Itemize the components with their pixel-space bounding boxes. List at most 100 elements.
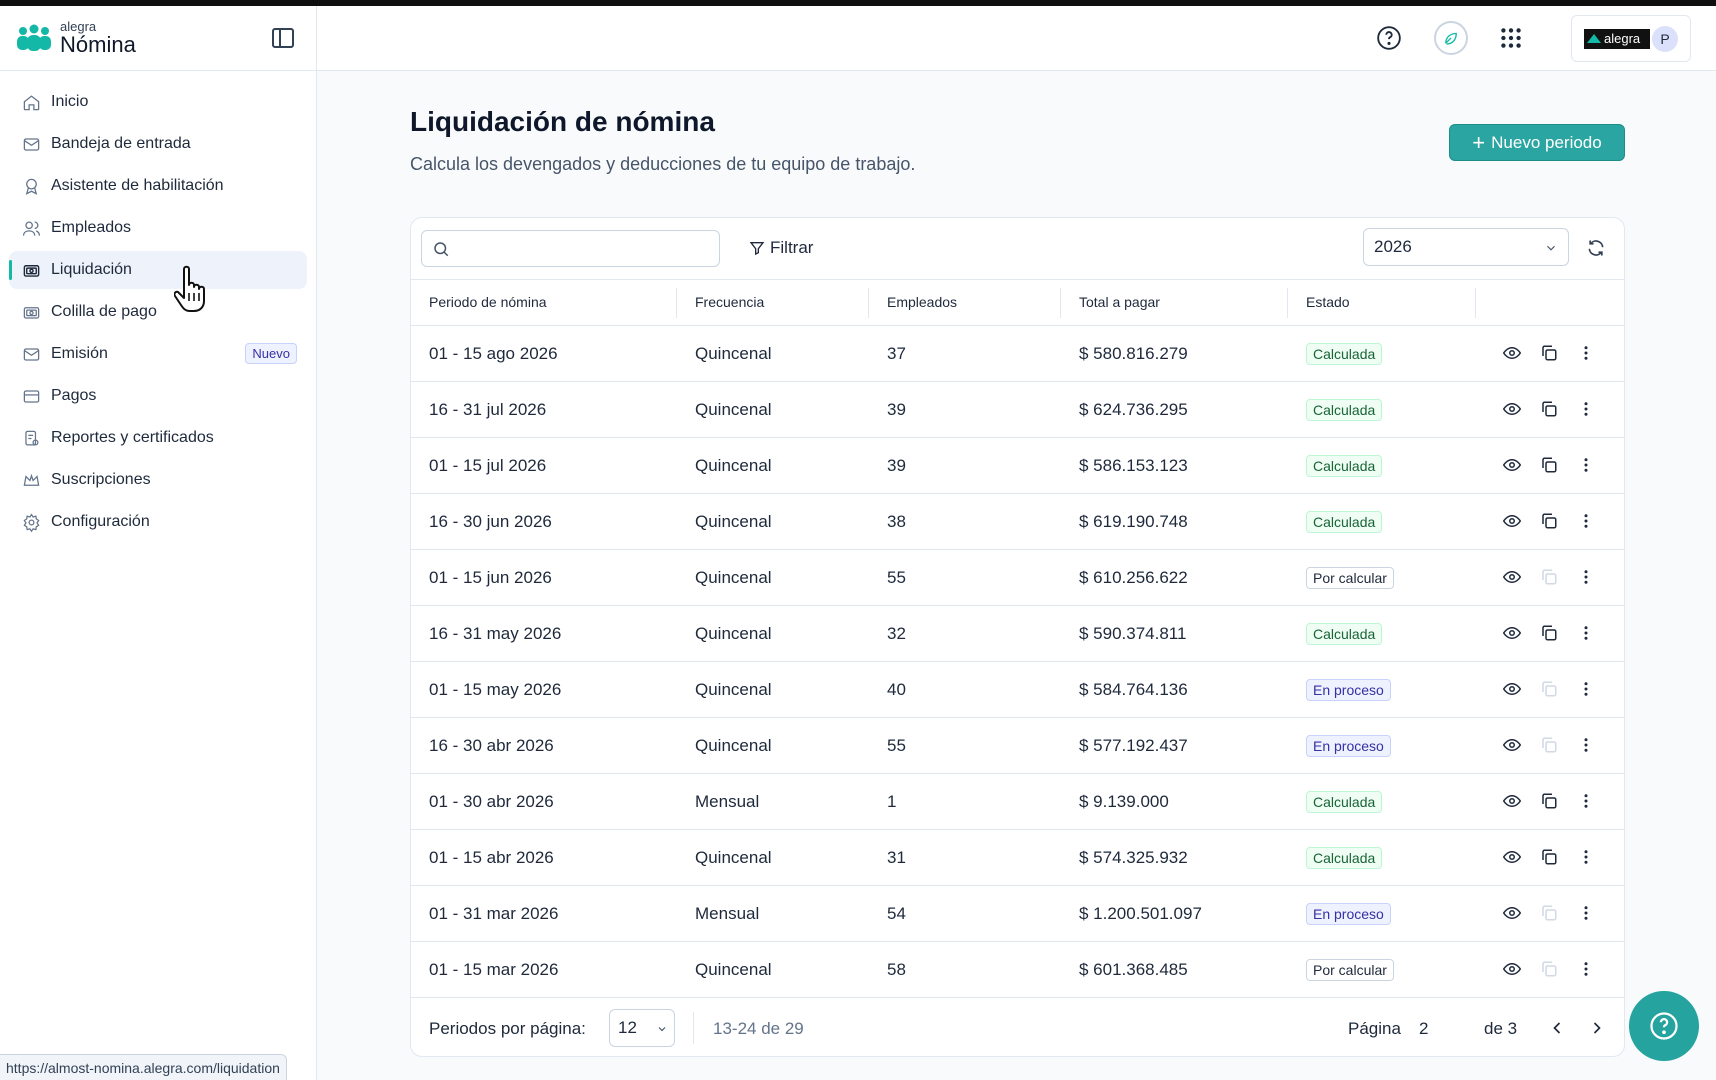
total-cell: $ 580.816.279 — [1079, 344, 1188, 363]
view-eye-icon[interactable] — [1502, 455, 1522, 475]
column-header[interactable]: Periodo de nómina — [429, 294, 547, 310]
sidebar-item-empleados[interactable]: Empleados — [9, 209, 307, 247]
more-options-icon[interactable] — [1576, 455, 1596, 475]
column-header[interactable]: Estado — [1306, 294, 1350, 310]
more-options-icon[interactable] — [1576, 847, 1596, 867]
more-options-icon[interactable] — [1576, 959, 1596, 979]
table-row[interactable]: 01 - 31 mar 2026 Mensual 54 $ 1.200.501.097… — [411, 886, 1624, 942]
brand[interactable]: alegra Nómina — [0, 6, 316, 71]
view-eye-icon[interactable] — [1502, 959, 1522, 979]
more-options-icon[interactable] — [1576, 903, 1596, 923]
search-input[interactable] — [421, 230, 720, 267]
more-options-icon[interactable] — [1576, 679, 1596, 699]
sidebar-item-label: Asistente de habilitación — [51, 177, 224, 194]
copy-icon[interactable] — [1539, 511, 1559, 531]
table-row[interactable]: 16 - 30 jun 2026 Quincenal 38 $ 619.190.748… — [411, 494, 1624, 550]
award-icon — [21, 176, 41, 196]
search-icon — [434, 242, 449, 257]
view-eye-icon[interactable] — [1502, 343, 1522, 363]
table-row[interactable]: 01 - 15 jul 2026 Quincenal 39 $ 586.153.123… — [411, 438, 1624, 494]
period-cell: 16 - 30 jun 2026 — [429, 512, 552, 531]
table-row[interactable]: 01 - 15 jun 2026 Quincenal 55 $ 610.256.622… — [411, 550, 1624, 606]
sidebar-item-bandeja[interactable]: Bandeja de entrada — [9, 125, 307, 163]
apps-grid-icon[interactable] — [1495, 22, 1527, 54]
frequency-cell: Quincenal — [695, 344, 772, 363]
status-badge: Calculada — [1306, 623, 1383, 645]
status-badge: En proceso — [1306, 679, 1391, 701]
copy-icon[interactable] — [1539, 455, 1559, 475]
more-options-icon[interactable] — [1576, 399, 1596, 419]
pagination-bar: Periodos por página: 12 13-24 de 29 Pági… — [411, 1000, 1624, 1056]
chevron-right-icon[interactable] — [1587, 1018, 1607, 1038]
view-eye-icon[interactable] — [1502, 511, 1522, 531]
sidebar-item-label: Configuración — [51, 513, 150, 530]
copy-icon[interactable] — [1539, 847, 1559, 867]
leaf-icon[interactable] — [1434, 21, 1468, 55]
more-options-icon[interactable] — [1576, 735, 1596, 755]
refresh-icon[interactable] — [1586, 238, 1606, 258]
top-header: alegra P — [317, 6, 1716, 71]
brand-product: Nómina — [60, 32, 136, 57]
table-row[interactable]: 01 - 15 may 2026 Quincenal 40 $ 584.764.136… — [411, 662, 1624, 718]
total-cell: $ 1.200.501.097 — [1079, 904, 1202, 923]
table-row[interactable]: 16 - 30 abr 2026 Quincenal 55 $ 577.192.437… — [411, 718, 1624, 774]
copy-icon[interactable] — [1539, 623, 1559, 643]
table-row[interactable]: 01 - 15 mar 2026 Quincenal 58 $ 601.368.485… — [411, 942, 1624, 998]
table-row[interactable]: 16 - 31 may 2026 Quincenal 32 $ 590.374.811… — [411, 606, 1624, 662]
per-page-select[interactable]: 12 — [609, 1009, 675, 1047]
users-icon — [21, 218, 41, 238]
more-options-icon[interactable] — [1576, 567, 1596, 587]
employees-cell: 32 — [887, 624, 906, 643]
table-row[interactable]: 01 - 15 ago 2026 Quincenal 37 $ 580.816.279… — [411, 326, 1624, 382]
user-menu[interactable]: alegra P — [1571, 15, 1691, 62]
view-eye-icon[interactable] — [1502, 847, 1522, 867]
more-options-icon[interactable] — [1576, 343, 1596, 363]
view-eye-icon[interactable] — [1502, 399, 1522, 419]
sidebar-item-inicio[interactable]: Inicio — [9, 83, 307, 121]
help-chat-button[interactable] — [1629, 991, 1699, 1061]
sidebar-item-emision[interactable]: Emisión Nuevo — [9, 335, 307, 373]
table-row[interactable]: 16 - 31 jul 2026 Quincenal 39 $ 624.736.295… — [411, 382, 1624, 438]
view-eye-icon[interactable] — [1502, 623, 1522, 643]
view-eye-icon[interactable] — [1502, 735, 1522, 755]
year-select[interactable]: 2026 — [1363, 228, 1569, 266]
sidebar-item-reportes[interactable]: Reportes y certificados — [9, 419, 307, 457]
sidebar-item-asistente[interactable]: Asistente de habilitación — [9, 167, 307, 205]
copy-icon[interactable] — [1539, 399, 1559, 419]
new-period-button[interactable]: + Nuevo periodo — [1449, 124, 1625, 161]
inbox-icon — [21, 134, 41, 154]
view-eye-icon[interactable] — [1502, 903, 1522, 923]
more-options-icon[interactable] — [1576, 623, 1596, 643]
help-icon[interactable] — [1373, 22, 1405, 54]
copy-icon[interactable] — [1539, 791, 1559, 811]
sidebar-toggle-icon[interactable] — [272, 28, 294, 48]
view-eye-icon[interactable] — [1502, 679, 1522, 699]
table-row[interactable]: 01 - 30 abr 2026 Mensual 1 $ 9.139.000 Calcu… — [411, 774, 1624, 830]
column-header[interactable]: Frecuencia — [695, 294, 765, 310]
total-cell: $ 624.736.295 — [1079, 400, 1188, 419]
year-value: 2026 — [1374, 237, 1412, 256]
sidebar-item-suscripciones[interactable]: Suscripciones — [9, 461, 307, 499]
table-row[interactable]: 01 - 15 abr 2026 Quincenal 31 $ 574.325.932… — [411, 830, 1624, 886]
column-header[interactable]: Empleados — [887, 294, 958, 310]
employees-cell: 40 — [887, 680, 906, 699]
avatar: P — [1652, 25, 1678, 52]
sidebar-item-colilla[interactable]: Colilla de pago — [9, 293, 307, 331]
status-badge: Calculada — [1306, 791, 1383, 813]
more-options-icon[interactable] — [1576, 511, 1596, 531]
filter-button[interactable]: Filtrar — [749, 238, 813, 258]
view-eye-icon[interactable] — [1502, 791, 1522, 811]
chevron-left-icon[interactable] — [1547, 1018, 1567, 1038]
page-number[interactable]: 2 — [1419, 1019, 1429, 1038]
per-page-label: Periodos por página: — [429, 1019, 586, 1038]
sidebar-item-liquidacion[interactable]: Liquidación — [9, 251, 307, 289]
more-options-icon[interactable] — [1576, 791, 1596, 811]
copy-icon[interactable] — [1539, 343, 1559, 363]
sidebar-item-pagos[interactable]: Pagos — [9, 377, 307, 415]
total-cell: $ 610.256.622 — [1079, 568, 1188, 587]
footer-divider — [693, 1012, 694, 1044]
sidebar-item-configuracion[interactable]: Configuración — [9, 503, 307, 541]
period-cell: 16 - 31 jul 2026 — [429, 400, 547, 419]
view-eye-icon[interactable] — [1502, 567, 1522, 587]
column-header[interactable]: Total a pagar — [1079, 294, 1160, 310]
